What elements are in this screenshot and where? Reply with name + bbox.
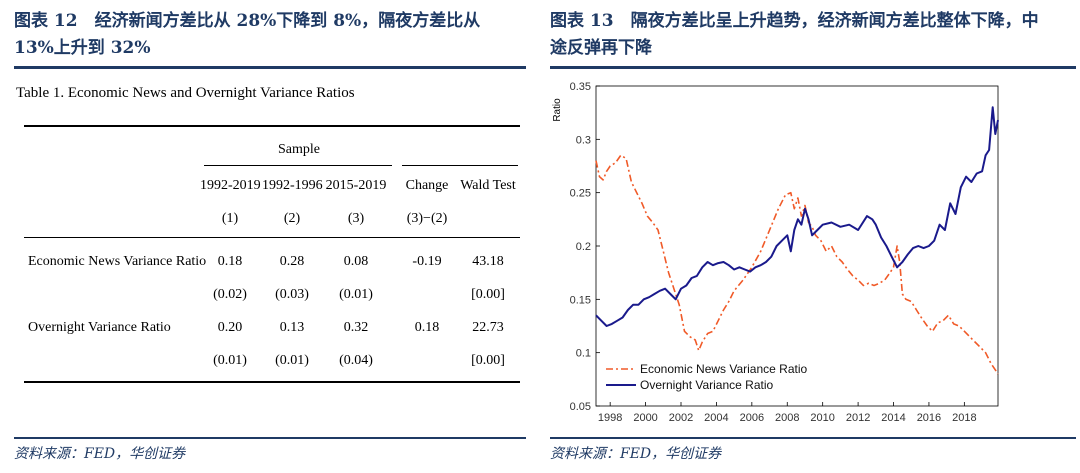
- left-title-rule: [14, 66, 526, 69]
- right-title-rule: [550, 66, 1076, 69]
- x-tick-label: 2010: [810, 412, 834, 424]
- table-bottom-rule: [24, 381, 520, 383]
- table-cell-se: (0.04): [339, 353, 373, 368]
- right-figure-panel: 图表 13 隔夜方差比呈上升趋势，经济新闻方差比整体下降，中途反弹再下降 0.0…: [548, 0, 1080, 473]
- col-header-2: 1992-1996: [262, 178, 323, 193]
- x-tick-label: 2018: [952, 412, 976, 424]
- table-cell: 0.32: [343, 320, 369, 335]
- right-source-note: 资料来源：FED，华创证券: [550, 446, 722, 462]
- y-tick-label: 0.1: [576, 348, 591, 360]
- row-label-overnight: Overnight Variance Ratio: [28, 320, 171, 335]
- right-figure-title: 图表 13 隔夜方差比呈上升趋势，经济新闻方差比整体下降，中途反弹再下降: [550, 11, 1039, 58]
- left-figure-panel: 图表 12 经济新闻方差比从 28%下降到 8%，隔夜方差比从 13%上升到 3…: [0, 0, 527, 473]
- left-figure-title: 图表 12 经济新闻方差比从 28%下降到 8%，隔夜方差比从 13%上升到 3…: [14, 11, 481, 58]
- table-cell: 0.13: [279, 320, 305, 335]
- series-line-overnight: [595, 106, 999, 327]
- left-bottom-rule: [14, 437, 526, 439]
- table-cell: 0.20: [217, 320, 243, 335]
- table-cell: 0.18: [414, 320, 440, 335]
- table-cell: 0.18: [217, 254, 243, 269]
- table-cell-se: [0.00]: [471, 287, 505, 302]
- col-index-1: (1): [221, 211, 239, 226]
- x-tick-label: 1998: [598, 412, 622, 424]
- right-bottom-rule: [550, 437, 1076, 439]
- x-tick-label: 2012: [846, 412, 870, 424]
- col-header-4: Change: [405, 178, 449, 193]
- y-tick-label: 0.25: [570, 188, 591, 200]
- table-cell-se: (0.01): [213, 353, 247, 368]
- change-group-rule: [402, 165, 518, 166]
- row-label-economic-news: Economic News Variance Ratio: [28, 254, 207, 269]
- table-cell-se: (0.01): [339, 287, 373, 302]
- table-cell-se: [0.00]: [471, 353, 505, 368]
- x-tick-label: 2014: [881, 412, 905, 424]
- table-cell: 0.28: [279, 254, 305, 269]
- table-header-rule: [24, 237, 520, 238]
- legend-label-overnight: Overnight Variance Ratio: [640, 378, 774, 392]
- table-cell: 43.18: [472, 254, 504, 269]
- x-tick-label: 2016: [917, 412, 941, 424]
- plot-area: [595, 85, 999, 407]
- y-tick-label: 0.15: [570, 294, 591, 306]
- table-cell: 22.73: [472, 320, 504, 335]
- chart-legend: Economic News Variance Ratio Overnight V…: [606, 362, 808, 392]
- x-tick-label: 2008: [775, 412, 799, 424]
- y-axis-label: Ratio: [552, 98, 563, 122]
- table-cell-se: (0.02): [213, 287, 247, 302]
- table-cell: 0.08: [343, 254, 369, 269]
- table-cell: -0.19: [412, 254, 442, 269]
- variance-ratio-line-chart: 0.05 0.1 0.15 0.2 0.25 0.3 0.35 1998 2000 2002 20…: [552, 81, 999, 424]
- y-tick-label: 0.35: [570, 81, 591, 93]
- y-tick-label: 0.05: [570, 401, 591, 413]
- sample-group-rule: [204, 165, 392, 166]
- x-tick-label: 2000: [633, 412, 657, 424]
- table-caption: Table 1. Economic News and Overnight Var…: [16, 85, 355, 101]
- series-line-economic-news: [595, 154, 999, 375]
- table-cell-se: (0.03): [275, 287, 309, 302]
- col-header-3: 2015-2019: [325, 178, 387, 193]
- table-cell-se: (0.01): [275, 353, 309, 368]
- x-tick-label: 2004: [704, 412, 728, 424]
- col-index-4: (3)−(2): [406, 211, 448, 226]
- x-tick-label: 2006: [740, 412, 764, 424]
- col-header-1: 1992-2019: [200, 178, 261, 193]
- sample-group-header: Sample: [278, 142, 320, 157]
- legend-label-economic-news: Economic News Variance Ratio: [640, 362, 808, 376]
- y-tick-label: 0.3: [576, 134, 591, 146]
- y-tick-label: 0.2: [576, 241, 591, 253]
- col-header-5: Wald Test: [460, 178, 516, 193]
- left-source-note: 资料来源：FED，华创证券: [14, 446, 186, 462]
- x-tick-label: 2002: [669, 412, 693, 424]
- col-index-2: (2): [283, 211, 301, 226]
- table-top-rule: [24, 125, 520, 127]
- col-index-3: (3): [347, 211, 365, 226]
